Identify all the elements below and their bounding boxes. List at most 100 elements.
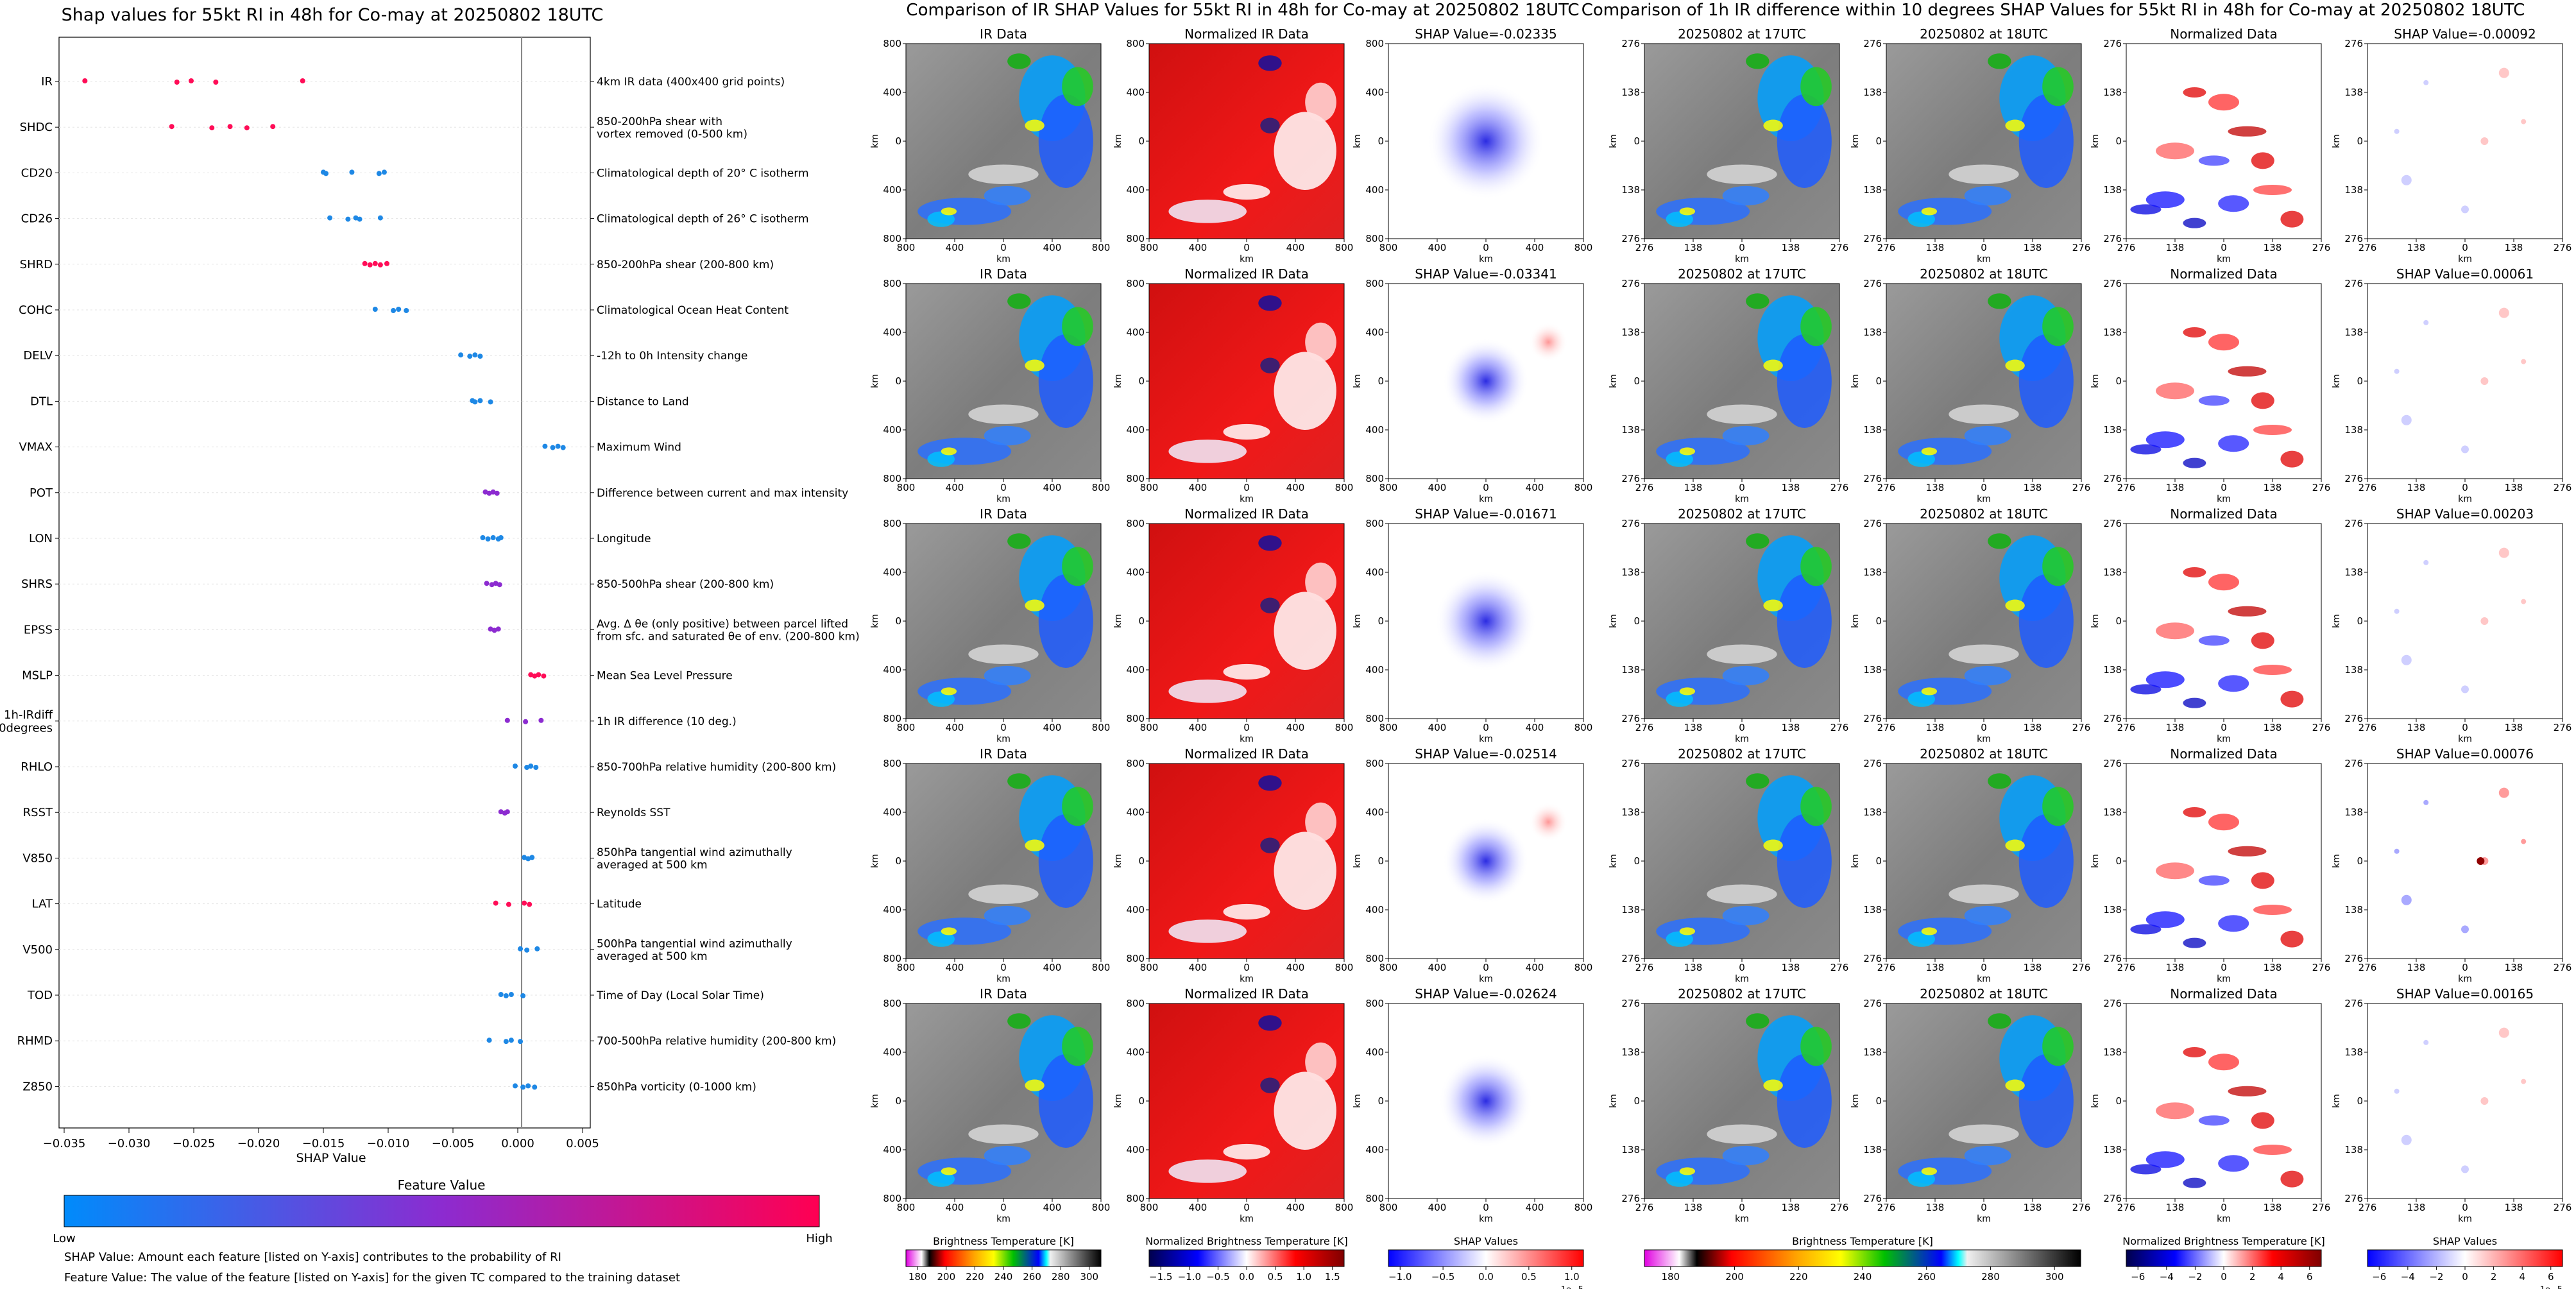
cloud-feature — [1988, 773, 2011, 789]
feature-code-label: POT — [30, 486, 53, 500]
y-tick-label: 138 — [1863, 807, 1882, 818]
shap-point — [555, 443, 561, 449]
normalized-feature — [1260, 597, 1280, 613]
shap-point — [520, 1084, 526, 1090]
x-tick-label: 400 — [1043, 1202, 1062, 1213]
diff-shap-speck — [2401, 414, 2412, 425]
cloud-feature — [927, 451, 955, 467]
x-tick-label: 138 — [2264, 722, 2282, 733]
y-tick-label: 276 — [2344, 713, 2363, 724]
x-tick-label: −0.030 — [108, 1137, 151, 1150]
x-tick-label: 0 — [2462, 722, 2468, 733]
shap-point — [381, 169, 387, 175]
x-tick-label: 138 — [1782, 1202, 1800, 1213]
y-tick-label: 138 — [1863, 904, 1882, 916]
y-tick-label: 138 — [1621, 664, 1640, 676]
x-tick-label: 800 — [1574, 962, 1593, 973]
x-axis-label: km — [2217, 974, 2231, 984]
cloud-feature — [2042, 547, 2074, 586]
y-tick-label: 0 — [2357, 1095, 2363, 1107]
x-tick-label: 0 — [1739, 962, 1745, 973]
x-axis-label: km — [1977, 734, 1991, 744]
diff-shap-speck — [2394, 128, 2400, 134]
y-axis-label: km — [2332, 134, 2342, 148]
diff-feature — [2280, 690, 2304, 708]
colorbar-tick-label: 0.5 — [1521, 1271, 1537, 1283]
y-tick-label: 138 — [1863, 567, 1882, 578]
diff-feature — [2145, 671, 2185, 688]
x-tick-label: 276 — [2072, 482, 2091, 493]
shap-point — [404, 308, 409, 313]
y-tick-label: 800 — [883, 278, 901, 289]
y-axis-label: km — [1608, 854, 1619, 868]
y-tick-label: 138 — [2103, 567, 2122, 578]
shap-point — [323, 171, 329, 176]
diff-shap-speck — [2480, 377, 2489, 385]
feature-rows: IR 4km IR data (400x400 grid points) SHDC 8… — [0, 75, 860, 1093]
x-axis-label: km — [1240, 494, 1254, 504]
x-tick-label: 800 — [1335, 482, 1354, 493]
x-tick-label: 138 — [2024, 482, 2042, 493]
diff-shap-speck — [2461, 685, 2469, 694]
y-tick-label: 0 — [1875, 615, 1882, 627]
diff-feature — [2183, 807, 2206, 817]
feature-code-label: Z850 — [22, 1080, 53, 1093]
diff-feature — [2251, 872, 2274, 889]
colorbar-tick-label: 200 — [1725, 1271, 1744, 1283]
y-tick-label: 276 — [1863, 713, 1882, 724]
y-tick-label: 800 — [1126, 473, 1145, 484]
x-tick-label: 0 — [1243, 962, 1250, 973]
colorbar-tick-label: 2 — [2249, 1271, 2256, 1283]
y-tick-label: 800 — [1126, 998, 1145, 1009]
diff-image-grid: 20250802 at 17UTC 20250802 at 18UTC Normal… — [1608, 26, 2572, 1224]
x-tick-label: 276 — [2554, 1202, 2572, 1213]
y-tick-label: 400 — [883, 904, 901, 916]
diff-feature — [2251, 392, 2274, 409]
y-tick-label: 800 — [883, 953, 901, 964]
cloud-feature — [927, 931, 955, 947]
diff-shap-hotspot — [2477, 857, 2485, 865]
y-tick-label: 276 — [1863, 953, 1882, 964]
x-tick-label: 138 — [2264, 962, 2282, 973]
y-tick-label: 400 — [883, 567, 901, 578]
y-tick-label: 0 — [1633, 1095, 1640, 1107]
y-axis-label: km — [2332, 374, 2342, 388]
cloud-feature — [1746, 53, 1770, 69]
diff-shap-speck — [2461, 445, 2469, 454]
shap-negative-blob — [1427, 82, 1545, 200]
shap-point — [529, 855, 535, 860]
y-tick-label: 138 — [2344, 424, 2363, 436]
y-tick-label: 400 — [883, 327, 901, 338]
cloud-feature — [1679, 447, 1696, 456]
feature-value-colorbar — [64, 1195, 820, 1227]
x-tick-label: 276 — [2072, 1202, 2091, 1213]
diff-shap-speck — [2423, 80, 2429, 85]
cloud-feature — [1964, 905, 2011, 926]
cloud-feature — [1949, 644, 2019, 664]
cloud-feature — [1666, 211, 1693, 227]
diff-feature — [2228, 846, 2267, 857]
normalized-feature — [1260, 117, 1280, 133]
time-18utc-title: 20250802 at 18UTC — [1920, 986, 2048, 1002]
cloud-feature — [1666, 1171, 1693, 1187]
y-tick-label: 138 — [1621, 1046, 1640, 1058]
colorbar-tick-label: 300 — [2045, 1271, 2064, 1283]
y-tick-label: 0 — [1875, 1095, 1882, 1107]
x-axis-label: km — [1240, 974, 1254, 984]
normalized-feature — [1168, 919, 1247, 943]
x-tick-label: 800 — [1335, 1202, 1354, 1213]
cloud-feature — [1679, 207, 1696, 216]
x-tick-label: 138 — [2407, 482, 2426, 493]
shap-point — [532, 1084, 538, 1090]
cloud-feature — [1763, 359, 1783, 371]
x-tick-label: 800 — [1140, 482, 1159, 493]
diff-feature — [2208, 574, 2239, 591]
y-tick-label: 138 — [1621, 567, 1640, 578]
colorbar-tick-label: −1.5 — [1149, 1271, 1172, 1283]
normalized-ir-title: Normalized IR Data — [1184, 26, 1309, 42]
diff-feature — [2218, 915, 2249, 932]
y-tick-label: 800 — [1365, 473, 1384, 484]
x-tick-label: 276 — [1635, 242, 1654, 253]
x-tick-label: 0 — [1981, 962, 1987, 973]
cloud-feature — [2042, 1027, 2074, 1066]
